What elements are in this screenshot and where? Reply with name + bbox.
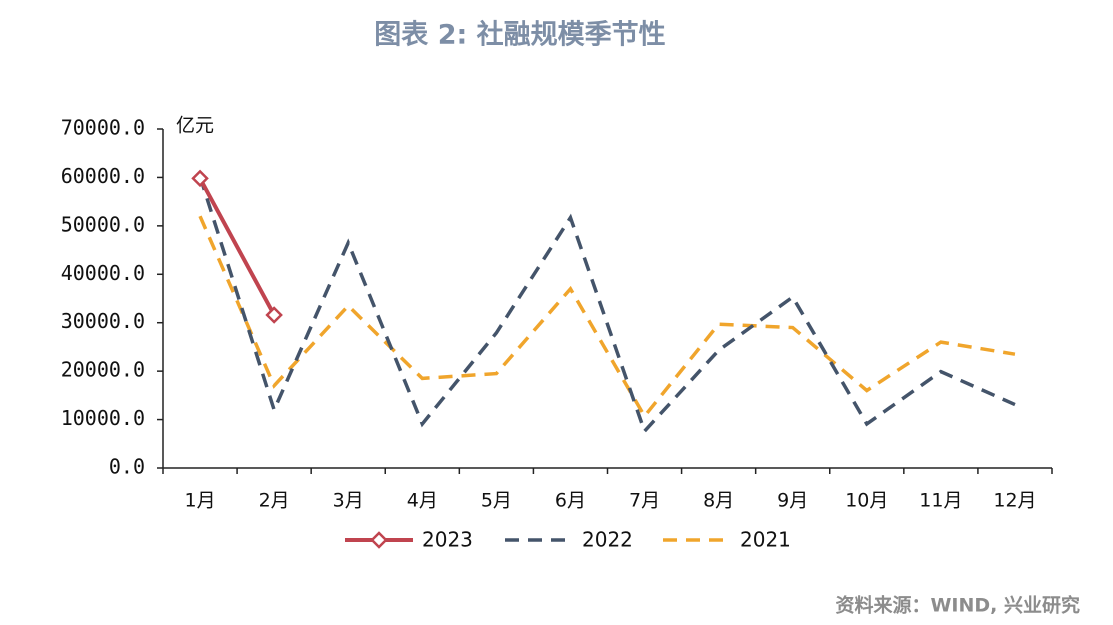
- legend-label: 2021: [740, 528, 791, 552]
- x-tick-label: 3月: [333, 490, 364, 512]
- legend-label: 2023: [422, 528, 473, 552]
- point-marker: [191, 169, 209, 188]
- y-tick-label: 20000.0: [61, 358, 145, 382]
- legend-marker: [370, 531, 388, 549]
- y-tick-label: 50000.0: [61, 212, 145, 236]
- x-tick-label: 4月: [407, 490, 438, 512]
- y-tick-label: 40000.0: [61, 261, 145, 285]
- y-tick-label: 30000.0: [61, 309, 145, 333]
- x-tick-label: 5月: [481, 490, 512, 512]
- x-tick-label: 12月: [993, 490, 1036, 512]
- point-marker: [265, 306, 283, 324]
- y-tick-label: 70000.0: [61, 116, 145, 140]
- x-tick-label: 10月: [845, 490, 888, 512]
- y-tick-label: 10000.0: [61, 406, 145, 430]
- x-tick-label: 1月: [184, 490, 215, 512]
- x-tick-label: 9月: [777, 490, 808, 512]
- x-tick-label: 11月: [919, 490, 962, 512]
- series-line: [198, 215, 1016, 420]
- legend-label: 2022: [582, 528, 633, 552]
- series-line: [198, 175, 1016, 435]
- y-tick-label: 0.0: [109, 455, 145, 479]
- series-line: [198, 177, 276, 316]
- x-tick-label: 7月: [629, 490, 660, 512]
- chart-title: 图表 2: 社融规模季节性: [374, 19, 665, 51]
- source-note: 资料来源：WIND, 兴业研究: [835, 594, 1080, 617]
- x-tick-label: 8月: [703, 490, 734, 512]
- y-tick-label: 60000.0: [61, 164, 145, 188]
- y-axis-unit: 亿元: [176, 115, 214, 137]
- x-tick-label: 2月: [259, 490, 290, 512]
- x-tick-label: 6月: [555, 490, 586, 512]
